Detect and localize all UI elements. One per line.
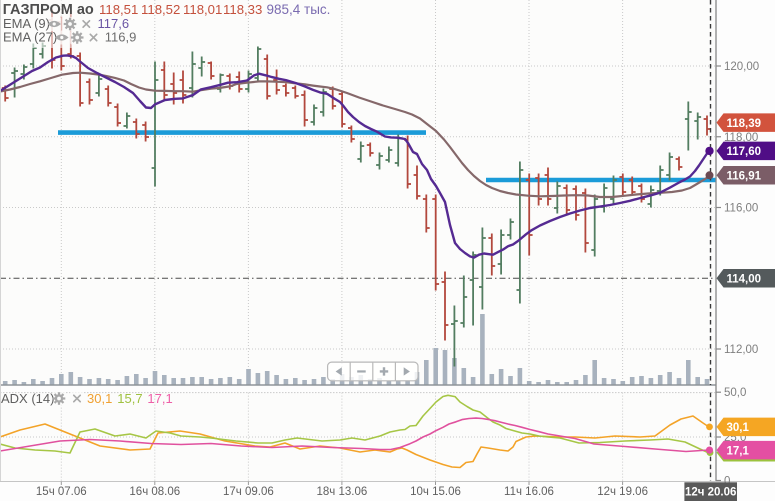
svg-text:118,39: 118,39 [727,118,762,130]
svg-text:12ч 19.06: 12ч 19.06 [597,486,648,498]
svg-text:EMA (27): EMA (27) [3,30,57,45]
svg-text:50,0: 50,0 [724,387,746,399]
svg-text:11ч 16.06: 11ч 16.06 [504,486,554,498]
svg-text:985,4 тыс.: 985,4 тыс. [267,2,331,17]
svg-text:30,1: 30,1 [87,391,112,406]
svg-text:15,7: 15,7 [117,391,142,406]
svg-text:16ч 08.06: 16ч 08.06 [129,486,180,498]
svg-text:EMA (9): EMA (9) [3,16,50,31]
svg-text:ADX (14): ADX (14) [1,391,54,406]
svg-text:118,33: 118,33 [223,2,262,17]
svg-text:116,91: 116,91 [727,171,762,183]
svg-text:116,9: 116,9 [105,30,137,45]
svg-text:112,00: 112,00 [724,344,758,356]
svg-text:0: 0 [724,476,730,488]
svg-text:30,1: 30,1 [727,422,750,434]
svg-text:18ч 13.06: 18ч 13.06 [317,486,368,498]
svg-text:17,1: 17,1 [147,391,172,406]
svg-text:17ч 09.06: 17ч 09.06 [223,486,274,498]
svg-text:ГАЗПРОМ ао: ГАЗПРОМ ао [3,2,94,18]
svg-text:118,51: 118,51 [99,2,138,17]
svg-text:117,6: 117,6 [98,16,130,31]
svg-text:118,52: 118,52 [141,2,180,17]
svg-text:118,01: 118,01 [183,2,222,17]
svg-text:117,60: 117,60 [727,146,762,158]
svg-text:114,00: 114,00 [727,273,762,285]
svg-text:15ч 07.06: 15ч 07.06 [36,486,87,498]
svg-text:12ч 20.06: 12ч 20.06 [685,487,736,499]
svg-text:118,00: 118,00 [724,132,758,144]
svg-text:120,00: 120,00 [724,61,759,73]
svg-text:17,1: 17,1 [727,445,750,457]
svg-text:10ч 15.06: 10ч 15.06 [410,486,461,498]
svg-text:116,00: 116,00 [724,203,758,215]
